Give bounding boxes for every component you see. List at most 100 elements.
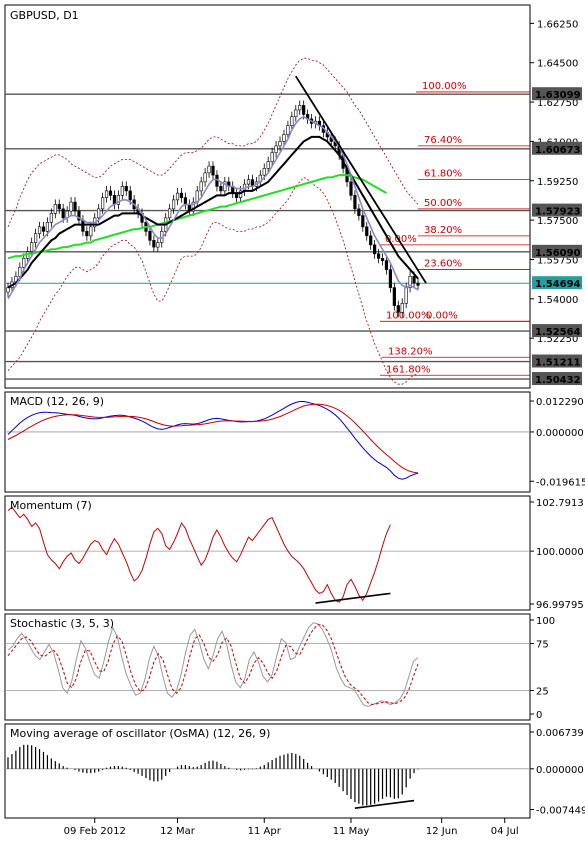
candle-body [97, 208, 101, 219]
macd-axis: 0.012290 0.000000 -0.019615 [530, 397, 585, 488]
moving-average-fast [7, 115, 419, 300]
candle-body [41, 226, 46, 232]
stochastic-axis: 100 75 25 0 [530, 616, 555, 721]
price-tick-label: 1.62750 [537, 98, 578, 109]
stochastic-tick-label: 0 [536, 710, 542, 721]
candle-body [89, 226, 93, 237]
candle-body [45, 222, 50, 232]
fibo-level-label: 23.60% [424, 259, 462, 270]
osma-tick-label: -0.007449 [536, 806, 585, 817]
candle-body [53, 204, 57, 214]
time-tick-label: 12 Mar [160, 826, 196, 837]
candle-body [290, 116, 294, 126]
stochastic-tick-label: 25 [536, 687, 549, 698]
fibo-level-label: 100.00% [386, 310, 431, 321]
time-tick-label: 09 Feb 2012 [64, 826, 126, 837]
price-level-box [532, 244, 582, 258]
momentum-axis: 102.7913 100.0000 96.99795 [530, 498, 584, 611]
candle-body [388, 269, 393, 288]
candle-body [353, 195, 357, 210]
fibo-level-label: 76.40% [424, 135, 462, 146]
osma-trendline [354, 799, 415, 809]
candle-body [286, 125, 290, 135]
price-level-box [532, 354, 582, 368]
price-level-box [532, 324, 582, 338]
candle-body [69, 201, 73, 212]
price-level-label: 1.60673 [535, 145, 581, 156]
current-price-label: 1.54694 [535, 279, 581, 290]
stochastic-tick-label: 100 [536, 616, 555, 627]
candle-body [183, 197, 188, 205]
price-axis: 1.662501.645001.627501.610001.592501.575… [530, 19, 582, 386]
candle-body [392, 287, 396, 306]
candle-body [49, 213, 53, 223]
fibo-level-label: 161.80% [386, 364, 431, 375]
price-level-label: 1.52564 [535, 327, 581, 338]
candle-body [282, 134, 286, 142]
candle-body [104, 190, 109, 198]
candle-body [203, 172, 207, 183]
stochastic-pane-title: Stochastic (3, 5, 3) [10, 617, 114, 630]
bollinger-lower-band [7, 176, 419, 385]
candle-body [148, 231, 152, 241]
price-level-label: 1.56090 [535, 248, 581, 259]
time-tick-label: 11 May [333, 826, 370, 837]
time-tick-label: 12 Jun [426, 826, 458, 837]
fibo-level-label: 100.00% [422, 81, 467, 92]
candle-body [191, 201, 195, 212]
candle-body [376, 253, 381, 259]
price-tick-label: 1.64500 [537, 59, 578, 70]
price-tick-label: 1.59250 [537, 177, 578, 188]
price-level-box [532, 203, 582, 217]
candle-body [219, 186, 223, 192]
candle-body [266, 161, 270, 169]
price-plot: 100.00% 76.40% 61.80% 50.00% 38.20% 23.60% 0.0… [5, 57, 530, 385]
current-price-box [532, 276, 582, 290]
candle-body [18, 267, 22, 277]
candle-body [81, 219, 85, 232]
candle-body [238, 190, 243, 198]
candle-body [396, 305, 400, 313]
candle-body [73, 201, 77, 212]
macd-tick-label: 0.012290 [536, 397, 584, 408]
candle-body [365, 226, 369, 237]
candle-body [369, 235, 373, 246]
candle-body [278, 141, 282, 147]
candle-body [294, 109, 298, 117]
candle-body [120, 186, 124, 196]
candle-body [101, 197, 105, 210]
price-level-box [532, 141, 582, 155]
time-axis: 09 Feb 2012 12 Mar 11 Apr 11 May 12 Jun 04 Ju… [64, 818, 519, 837]
price-level-box [532, 87, 582, 101]
time-tick-label: 04 Jul [491, 826, 519, 837]
momentum-pane [4, 495, 531, 611]
candle-body [128, 190, 132, 201]
candle-body [171, 199, 176, 210]
macd-signal-line [7, 403, 419, 474]
candle-body [274, 145, 278, 153]
price-tick-label: 1.57500 [537, 216, 578, 227]
price-pane [4, 4, 531, 389]
candle-body [168, 208, 172, 219]
candles [6, 100, 420, 318]
macd-line [7, 401, 419, 480]
candle-body [380, 258, 385, 261]
price-level-box [532, 372, 582, 386]
candle-body [33, 233, 38, 243]
candle-body [37, 226, 42, 234]
moving-average-slow [7, 174, 387, 260]
candle-body [175, 192, 180, 201]
bollinger-upper-band [7, 57, 419, 228]
candle-body [116, 195, 120, 205]
candle-body [270, 152, 274, 162]
candle-body [373, 244, 377, 255]
time-tick-label: 11 Apr [248, 826, 282, 837]
stochastic-tick-label: 75 [536, 640, 549, 651]
momentum-tick-label: 96.99795 [536, 600, 584, 611]
candle-body [384, 260, 389, 270]
osma-pane-title: Moving average of oscillator (OsMA) (12,… [10, 727, 270, 740]
price-level-label: 1.63099 [535, 90, 581, 101]
candle-body [408, 276, 412, 288]
